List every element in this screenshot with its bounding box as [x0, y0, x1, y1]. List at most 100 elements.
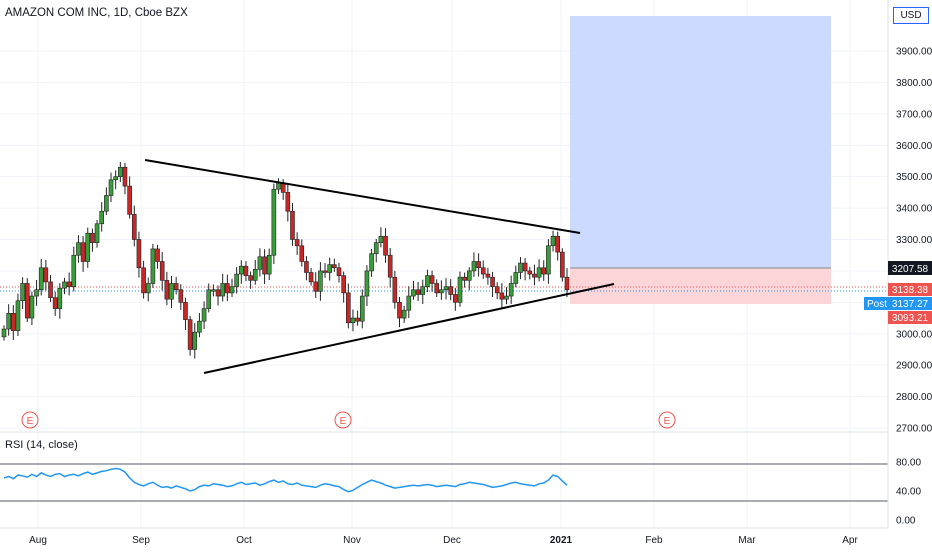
- candle-body[interactable]: [332, 264, 337, 269]
- candle-body[interactable]: [11, 313, 16, 331]
- candle-body[interactable]: [52, 297, 58, 309]
- candle-body[interactable]: [322, 270, 328, 273]
- price-axis[interactable]: 3900.00 3800.00 3700.00 3600.00 3500.00 3400.…: [896, 47, 932, 435]
- candles[interactable]: [1, 161, 570, 359]
- candle-body[interactable]: [20, 283, 25, 302]
- candle-body[interactable]: [238, 265, 244, 275]
- candle-body[interactable]: [364, 270, 370, 297]
- candle-body[interactable]: [215, 289, 221, 297]
- candle-body[interactable]: [197, 320, 202, 333]
- upper-trendline[interactable]: [144, 159, 581, 234]
- currency-button[interactable]: USD: [893, 7, 929, 24]
- candle-body[interactable]: [229, 286, 235, 294]
- candle-body[interactable]: [359, 295, 365, 322]
- rsi-line[interactable]: [3, 467, 568, 493]
- candle-body[interactable]: [308, 272, 314, 283]
- candle-body[interactable]: [173, 283, 179, 291]
- candle-body[interactable]: [304, 261, 309, 273]
- candle-body[interactable]: [206, 289, 212, 309]
- candle-body[interactable]: [513, 272, 519, 284]
- candle-body[interactable]: [508, 283, 514, 297]
- candle-body[interactable]: [257, 256, 263, 270]
- candle-body[interactable]: [62, 281, 67, 289]
- candle-body[interactable]: [131, 214, 137, 240]
- candle-body[interactable]: [29, 295, 35, 319]
- time-axis[interactable]: Aug Sep Oct Nov Dec 2021 Feb Mar Apr: [29, 535, 858, 546]
- candle-body[interactable]: [499, 292, 505, 300]
- candle-body[interactable]: [6, 313, 11, 330]
- candle-body[interactable]: [466, 270, 472, 281]
- candle-body[interactable]: [564, 276, 570, 291]
- target-zone[interactable]: [570, 16, 831, 268]
- candle-body[interactable]: [294, 239, 300, 247]
- earnings-marker-2[interactable]: E: [334, 411, 352, 429]
- candle-body[interactable]: [494, 286, 500, 294]
- candle-body[interactable]: [457, 276, 463, 303]
- candle-body[interactable]: [266, 254, 272, 275]
- candle-body[interactable]: [522, 262, 528, 272]
- candle-body[interactable]: [252, 269, 258, 281]
- candle-body[interactable]: [113, 176, 118, 181]
- lower-trendline[interactable]: [203, 283, 615, 374]
- candle-body[interactable]: [378, 236, 384, 243]
- candle-body[interactable]: [108, 179, 114, 196]
- candle-body[interactable]: [369, 253, 374, 272]
- candle-body[interactable]: [192, 331, 198, 350]
- candle-body[interactable]: [164, 280, 170, 300]
- candle-body[interactable]: [550, 236, 556, 247]
- candle-body[interactable]: [183, 302, 188, 320]
- candle-body[interactable]: [290, 210, 295, 240]
- candle-body[interactable]: [476, 261, 481, 269]
- candle-body[interactable]: [94, 223, 100, 243]
- candle-body[interactable]: [262, 256, 267, 275]
- candle-body[interactable]: [136, 239, 142, 269]
- candle-body[interactable]: [383, 236, 388, 256]
- candle-body[interactable]: [178, 289, 184, 303]
- candle-body[interactable]: [346, 292, 351, 324]
- candle-body[interactable]: [71, 254, 77, 287]
- candle-body[interactable]: [350, 317, 356, 324]
- candle-body[interactable]: [48, 281, 53, 298]
- candle-body[interactable]: [392, 276, 398, 303]
- candle-body[interactable]: [201, 308, 207, 322]
- candle-body[interactable]: [327, 264, 333, 273]
- candle-body[interactable]: [80, 242, 86, 262]
- candle-body[interactable]: [527, 270, 533, 275]
- candle-body[interactable]: [373, 242, 379, 254]
- candle-body[interactable]: [24, 283, 30, 319]
- candle-body[interactable]: [415, 289, 421, 295]
- earnings-marker-1[interactable]: E: [21, 411, 39, 429]
- candle-body[interactable]: [518, 262, 523, 273]
- candle-body[interactable]: [141, 267, 146, 294]
- candle-body[interactable]: [159, 261, 165, 281]
- candle-body[interactable]: [555, 236, 560, 253]
- candle-body[interactable]: [453, 294, 458, 303]
- candle-body[interactable]: [34, 289, 39, 297]
- candle-body[interactable]: [406, 295, 412, 311]
- candle-body[interactable]: [471, 261, 477, 272]
- candle-body[interactable]: [57, 287, 63, 309]
- candle-body[interactable]: [411, 289, 416, 297]
- candle-body[interactable]: [187, 319, 193, 350]
- candle-body[interactable]: [504, 295, 509, 300]
- candle-body[interactable]: [243, 265, 249, 276]
- candle-body[interactable]: [336, 267, 342, 276]
- candle-body[interactable]: [425, 275, 430, 287]
- candle-body[interactable]: [560, 251, 565, 278]
- candle-body[interactable]: [66, 281, 72, 287]
- candle-body[interactable]: [122, 166, 128, 187]
- candle-body[interactable]: [85, 232, 91, 262]
- earnings-marker-3[interactable]: E: [658, 411, 676, 429]
- candle-body[interactable]: [271, 188, 277, 256]
- candle-body[interactable]: [76, 242, 81, 256]
- candle-body[interactable]: [118, 166, 123, 177]
- candle-body[interactable]: [490, 276, 495, 287]
- candle-body[interactable]: [234, 273, 239, 287]
- candle-body[interactable]: [43, 267, 49, 283]
- candle-body[interactable]: [225, 283, 230, 294]
- candle-body[interactable]: [536, 267, 542, 278]
- candle-body[interactable]: [150, 248, 156, 284]
- candle-body[interactable]: [127, 185, 132, 215]
